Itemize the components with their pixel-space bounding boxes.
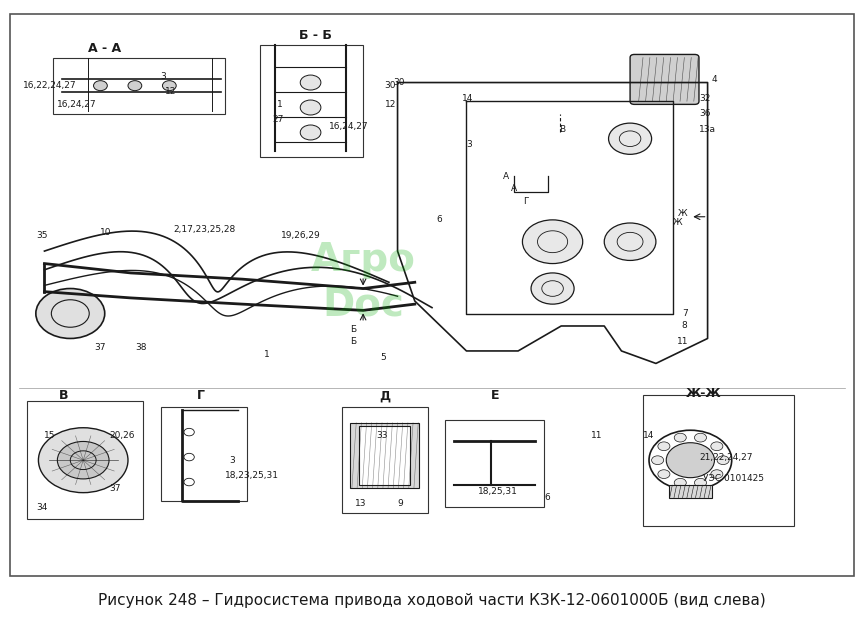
Text: 6: 6: [544, 493, 550, 502]
Circle shape: [162, 81, 176, 91]
Text: 13: 13: [354, 499, 366, 508]
Bar: [260, 45, 363, 157]
Text: 37: 37: [94, 344, 106, 352]
Bar: [643, 394, 794, 525]
Text: 30: 30: [384, 81, 396, 90]
Text: 3: 3: [161, 72, 167, 81]
Text: 11: 11: [677, 337, 689, 346]
Text: 12: 12: [384, 100, 396, 109]
Circle shape: [300, 100, 321, 115]
Text: Ж-Ж: Ж-Ж: [685, 387, 721, 400]
Circle shape: [608, 123, 651, 154]
Circle shape: [711, 442, 723, 451]
Circle shape: [695, 433, 707, 442]
Circle shape: [674, 433, 686, 442]
Text: 12: 12: [165, 87, 176, 97]
Text: 18,23,25,31: 18,23,25,31: [226, 472, 279, 480]
Text: 34: 34: [35, 502, 48, 512]
Text: 35: 35: [35, 231, 48, 240]
Bar: [445, 419, 544, 507]
Circle shape: [128, 81, 142, 91]
Circle shape: [300, 125, 321, 140]
Text: А - А: А - А: [88, 42, 121, 55]
Text: 16,24,27: 16,24,27: [57, 100, 97, 109]
Circle shape: [674, 478, 686, 487]
Text: 14: 14: [643, 431, 654, 440]
Text: Е: Е: [491, 389, 499, 403]
Text: В: В: [560, 125, 566, 134]
Text: 36: 36: [699, 109, 710, 119]
Circle shape: [604, 223, 656, 260]
Text: 7: 7: [682, 309, 688, 318]
Circle shape: [531, 273, 574, 304]
Text: 5: 5: [380, 353, 386, 362]
Circle shape: [717, 456, 729, 465]
Circle shape: [38, 428, 128, 493]
Text: Б - Б: Б - Б: [299, 29, 332, 41]
Text: УЭС 0101425: УЭС 0101425: [703, 475, 765, 483]
Text: 32: 32: [699, 93, 710, 103]
Text: 18,25,31: 18,25,31: [478, 487, 518, 496]
Text: 2,17,23,25,28: 2,17,23,25,28: [174, 224, 236, 234]
Text: Г: Г: [524, 197, 529, 206]
Text: Д: Д: [379, 389, 391, 403]
Text: 16,24,27: 16,24,27: [328, 122, 368, 131]
Text: А: А: [503, 172, 509, 181]
Text: 38: 38: [135, 344, 146, 352]
FancyBboxPatch shape: [630, 55, 699, 104]
Text: Рисунок 248 – Гидросистема привода ходовой части КЗК-12-0601000Б (вид слева): Рисунок 248 – Гидросистема привода ходов…: [98, 593, 766, 608]
Text: 9: 9: [397, 499, 403, 508]
Bar: [359, 426, 410, 485]
Text: 8: 8: [682, 322, 688, 330]
Text: 13а: 13а: [699, 125, 716, 134]
Bar: [53, 58, 226, 113]
Text: Ж: Ж: [677, 209, 687, 218]
Text: 3: 3: [467, 140, 473, 149]
Text: 33: 33: [376, 431, 388, 440]
Bar: [28, 401, 143, 520]
Circle shape: [57, 441, 109, 479]
Text: Б: Б: [350, 325, 356, 334]
Text: Б: Б: [350, 337, 356, 346]
Bar: [669, 485, 712, 498]
Text: 20,26: 20,26: [109, 431, 135, 440]
Circle shape: [300, 75, 321, 90]
Bar: [341, 407, 428, 514]
Text: 37: 37: [109, 484, 121, 493]
Text: 11: 11: [591, 431, 603, 440]
Text: 14: 14: [462, 93, 473, 103]
Text: 30: 30: [393, 78, 404, 87]
Text: 1: 1: [264, 350, 270, 359]
Text: 21,22,24,27: 21,22,24,27: [699, 453, 753, 461]
Circle shape: [666, 443, 715, 478]
Text: 15: 15: [44, 431, 56, 440]
Text: Ж: Ж: [673, 218, 683, 228]
Circle shape: [711, 470, 723, 478]
Text: 19,26,29: 19,26,29: [282, 231, 321, 240]
Circle shape: [658, 442, 670, 451]
Text: 3: 3: [230, 456, 235, 465]
Bar: [161, 407, 247, 501]
Text: Г: Г: [197, 389, 205, 403]
Text: Агро
Doc: Агро Doc: [311, 241, 416, 324]
Circle shape: [35, 288, 105, 339]
Text: 10: 10: [100, 228, 112, 237]
Circle shape: [651, 456, 664, 465]
Text: 4: 4: [712, 75, 717, 84]
Circle shape: [658, 470, 670, 478]
Circle shape: [523, 220, 582, 263]
Circle shape: [695, 478, 707, 487]
Text: 16,22,24,27: 16,22,24,27: [23, 81, 77, 90]
Text: 6: 6: [436, 215, 442, 224]
Text: 27: 27: [273, 115, 284, 125]
Text: В: В: [59, 389, 68, 403]
Text: 1: 1: [277, 100, 283, 109]
Bar: [350, 423, 419, 488]
Circle shape: [93, 81, 107, 91]
Text: А: А: [511, 184, 518, 193]
